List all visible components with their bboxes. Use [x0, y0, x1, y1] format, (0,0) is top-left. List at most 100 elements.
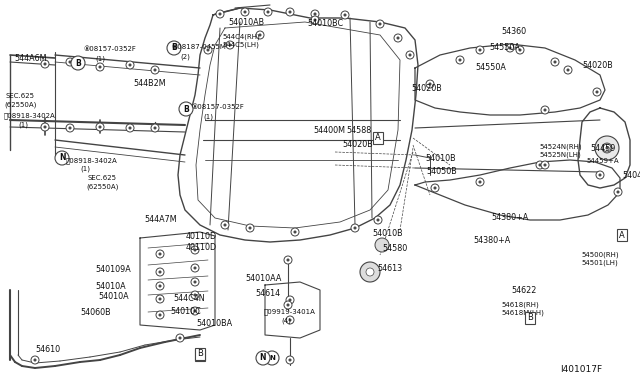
Circle shape — [354, 227, 356, 229]
Circle shape — [41, 123, 49, 131]
Text: 54010AA: 54010AA — [245, 274, 282, 283]
Circle shape — [606, 147, 608, 149]
Text: Ⓝ08918-3402A: Ⓝ08918-3402A — [4, 112, 56, 119]
Text: N: N — [59, 154, 65, 163]
Circle shape — [344, 14, 346, 16]
Circle shape — [289, 11, 291, 13]
Circle shape — [191, 278, 199, 286]
Circle shape — [229, 44, 231, 46]
Circle shape — [69, 61, 71, 63]
Text: (1): (1) — [203, 113, 213, 119]
Circle shape — [71, 56, 85, 70]
Circle shape — [544, 164, 546, 166]
Text: 54550A: 54550A — [475, 63, 506, 72]
Circle shape — [596, 171, 604, 179]
Circle shape — [99, 66, 101, 68]
Circle shape — [476, 46, 484, 54]
Circle shape — [129, 127, 131, 129]
Circle shape — [241, 8, 249, 16]
Text: 54622: 54622 — [511, 286, 536, 295]
Text: 54501(LH): 54501(LH) — [581, 260, 618, 266]
Text: 54524N(RH): 54524N(RH) — [539, 143, 582, 150]
Circle shape — [479, 49, 481, 51]
Circle shape — [289, 299, 291, 301]
Circle shape — [426, 80, 434, 88]
Circle shape — [159, 253, 161, 255]
Circle shape — [541, 106, 549, 114]
Circle shape — [519, 49, 521, 51]
Text: Ⓝ09919-3401A: Ⓝ09919-3401A — [264, 308, 316, 315]
Circle shape — [179, 102, 193, 116]
Circle shape — [156, 282, 164, 290]
Circle shape — [287, 259, 289, 261]
Circle shape — [603, 144, 611, 152]
Circle shape — [593, 88, 601, 96]
Text: 544C4N: 544C4N — [173, 294, 205, 303]
Text: 54459: 54459 — [590, 144, 616, 153]
Text: 54010B: 54010B — [425, 154, 456, 163]
Text: 54618M(LH): 54618M(LH) — [501, 310, 544, 317]
Circle shape — [284, 256, 292, 264]
Text: 54500(RH): 54500(RH) — [581, 251, 619, 257]
Circle shape — [194, 310, 196, 312]
Circle shape — [314, 19, 316, 21]
Text: 54010C: 54010C — [170, 307, 201, 316]
Circle shape — [216, 10, 224, 18]
Text: 54380+A: 54380+A — [491, 213, 528, 222]
Circle shape — [351, 224, 359, 232]
Circle shape — [154, 69, 156, 71]
Circle shape — [69, 127, 71, 129]
Circle shape — [554, 61, 556, 63]
Text: A: A — [375, 134, 381, 142]
Text: B: B — [75, 58, 81, 67]
Circle shape — [564, 66, 572, 74]
Circle shape — [249, 227, 251, 229]
Text: A: A — [619, 231, 625, 240]
Circle shape — [397, 37, 399, 39]
Text: 54380+A: 54380+A — [473, 236, 510, 245]
Text: B: B — [171, 44, 177, 52]
Circle shape — [596, 91, 598, 93]
Circle shape — [265, 351, 279, 365]
Circle shape — [154, 127, 156, 129]
Circle shape — [479, 181, 481, 183]
Text: 54010AB: 54010AB — [228, 18, 264, 27]
Text: SEC.625: SEC.625 — [6, 93, 35, 99]
Text: Ⓝ08918-3402A: Ⓝ08918-3402A — [66, 157, 118, 164]
Text: 54360: 54360 — [501, 27, 526, 36]
Text: (62550A): (62550A) — [4, 101, 36, 108]
Circle shape — [151, 66, 159, 74]
Text: SEC.625: SEC.625 — [88, 175, 117, 181]
Text: (2): (2) — [180, 53, 190, 60]
Text: 54580: 54580 — [382, 244, 407, 253]
Text: (1): (1) — [18, 121, 28, 128]
Text: 40110D: 40110D — [186, 232, 217, 241]
Circle shape — [256, 351, 270, 365]
Text: 54010A: 54010A — [98, 292, 129, 301]
Circle shape — [541, 161, 549, 169]
Text: B: B — [183, 105, 189, 113]
Circle shape — [259, 34, 261, 36]
Circle shape — [289, 319, 291, 321]
Text: 544C5(LH): 544C5(LH) — [222, 41, 259, 48]
Text: 544B2M: 544B2M — [133, 79, 166, 88]
Circle shape — [41, 60, 49, 68]
Circle shape — [595, 136, 619, 160]
Circle shape — [506, 44, 514, 52]
Circle shape — [129, 64, 131, 66]
Circle shape — [156, 295, 164, 303]
Circle shape — [360, 262, 380, 282]
Text: ⑧08187-0455M: ⑧08187-0455M — [172, 44, 227, 50]
Circle shape — [159, 285, 161, 287]
Text: B: B — [197, 350, 203, 359]
Circle shape — [456, 56, 464, 64]
Circle shape — [264, 8, 272, 16]
Circle shape — [551, 58, 559, 66]
Text: 54618(RH): 54618(RH) — [501, 301, 539, 308]
Text: (1): (1) — [80, 166, 90, 173]
Circle shape — [614, 188, 622, 196]
Text: 54010BC: 54010BC — [307, 19, 343, 28]
Circle shape — [99, 126, 101, 128]
Text: 54550A: 54550A — [489, 43, 520, 52]
Circle shape — [96, 63, 104, 71]
